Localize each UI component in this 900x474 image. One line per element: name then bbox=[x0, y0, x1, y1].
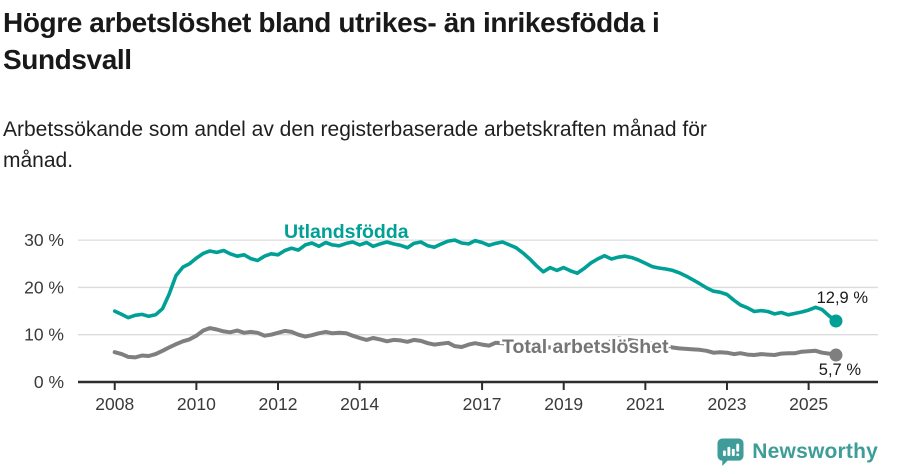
y-tick-label-20: 20 % bbox=[24, 277, 64, 297]
chart-subtitle: Arbetssökande som andel av den registerb… bbox=[3, 114, 843, 176]
y-tick-label-30: 30 % bbox=[24, 230, 64, 250]
logo-bubble-shape bbox=[717, 438, 744, 466]
utlandsf-dda-line bbox=[112, 238, 838, 323]
brand-name: Newsworthy bbox=[752, 440, 878, 463]
x-tick-label-2012: 2012 bbox=[259, 394, 298, 414]
x-tick-label-2019: 2019 bbox=[544, 394, 583, 414]
title-line-2: Sundsvall bbox=[3, 44, 132, 75]
x-tick-label-2021: 2021 bbox=[626, 394, 665, 414]
utlandsf-dda-end-dot bbox=[829, 314, 843, 328]
logo-exclamation-dot bbox=[736, 453, 740, 457]
x-tick-label-2010: 2010 bbox=[177, 394, 216, 414]
subtitle-line-1: Arbetssökande som andel av den registerb… bbox=[3, 118, 707, 141]
x-tick-label-2023: 2023 bbox=[708, 394, 747, 414]
total-arbetsl-shet-end-value: 5,7 % bbox=[819, 361, 862, 379]
subtitle-line-2: månad. bbox=[3, 149, 74, 172]
logo-exclamation-bar bbox=[736, 443, 740, 452]
total-arbetsl-shet-end-dot bbox=[829, 348, 843, 362]
logo-bar-small bbox=[723, 450, 727, 456]
title-line-1: Högre arbetslöshet bland utrikes- än inr… bbox=[3, 7, 660, 38]
y-tick-label-0: 0 % bbox=[34, 372, 64, 392]
x-tick-label-2025: 2025 bbox=[789, 394, 828, 414]
utlandsf-dda-series-label: Utlandsfödda bbox=[284, 221, 409, 243]
page-title: Högre arbetslöshet bland utrikes- än inr… bbox=[3, 4, 883, 78]
total-arbetsl-shet-line bbox=[112, 326, 838, 360]
utlandsf-dda-end-value: 12,9 % bbox=[817, 289, 869, 307]
logo-bar-tall bbox=[727, 446, 731, 456]
total-arbetsl-shet-series-label: Total arbetslöshet bbox=[502, 336, 669, 358]
x-tick-label-2008: 2008 bbox=[95, 394, 134, 414]
newsworthy-logo-icon bbox=[717, 438, 744, 466]
x-tick-label-2014: 2014 bbox=[340, 394, 379, 414]
newsworthy-branding: Newsworthy bbox=[717, 438, 878, 466]
x-tick-label-2017: 2017 bbox=[463, 394, 502, 414]
logo-bar-medium bbox=[732, 448, 736, 456]
y-tick-label-10: 10 % bbox=[24, 325, 64, 345]
